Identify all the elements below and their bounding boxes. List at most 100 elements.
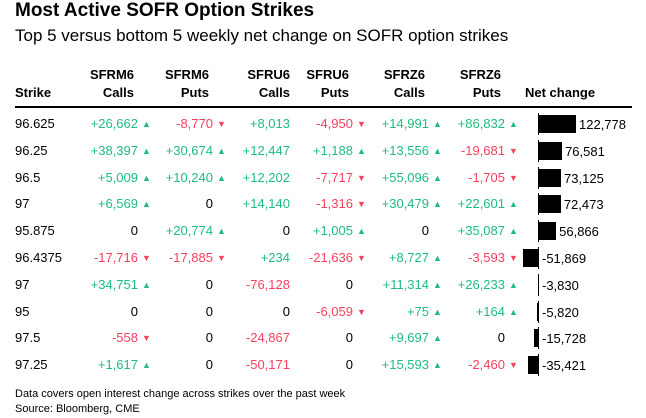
column-header-line [525,66,595,84]
value-cell: +13,556 [381,142,429,158]
value-cell: +14,991 [381,116,429,131]
value-cell: -17,716 [93,250,138,265]
value-cell: -8,770 [176,116,213,131]
column-header-line: Strike [15,85,52,100]
strike-cell: 97 [15,276,30,292]
net-change-bar [528,356,539,375]
value-cell: +14,140 [242,196,290,212]
triangle-up-icon: ▲ [509,199,518,210]
table-row: 95 0 0 0 -6,059 ▼ +75 ▲ +164 ▲ -5,820 [0,298,646,325]
zero-axis-line [538,247,539,269]
strike-cell: 97.5 [15,330,41,346]
column-header: SFRU6 Calls [247,66,290,102]
column-header-line: SFRM6 [164,67,209,82]
triangle-up-icon: ▲ [509,226,518,237]
triangle-up-icon: ▲ [509,119,518,129]
column-header-line: Calls [393,85,425,100]
value-cell: +164 [475,303,505,319]
value-cell: -1,316 [316,196,353,212]
column-header: SFRM6 Calls [90,66,134,102]
strike-cell: 97.25 [15,357,48,373]
value-cell: +38,397 [90,142,138,158]
chart-title: Most Active SOFR Option Strikes [15,0,315,21]
column-header-line: SFRU6 [306,67,349,82]
column-header-line: SFRZ6 [459,67,501,82]
net-change-label: 72,473 [563,197,604,213]
value-cell: +1,005 [312,223,353,239]
value-cell: -19,681 [460,142,505,158]
net-change-label: 122,778 [579,117,626,132]
triangle-down-icon: ▼ [509,145,518,156]
column-header: SFRZ6 Puts [460,66,501,102]
triangle-up-icon: ▲ [433,253,442,263]
table-row: 97.25 +1,617 ▲ 0 -50,171 0 +15,593 ▲ -2,460 ▼ -35,… [0,351,646,378]
value-cell: +12,447 [242,142,290,158]
value-cell: 0 [345,330,353,346]
value-cell: -21,636 [308,250,353,265]
triangle-up-icon: ▲ [433,360,442,371]
triangle-up-icon: ▲ [142,119,151,129]
table-row: 96.625 +26,662 ▲ -8,770 ▼ +8,013 -4,950 ▼ +14,99… [0,110,646,137]
triangle-up-icon: ▲ [433,199,442,210]
footer-source: Source: Bloomberg, CME [15,403,140,415]
triangle-down-icon: ▼ [509,172,518,183]
net-change-bar [534,329,539,348]
net-change-bar [539,168,562,187]
triangle-down-icon: ▼ [357,119,366,129]
strike-cell: 95.875 [15,223,55,239]
triangle-up-icon: ▲ [433,145,442,156]
net-change-bar [539,195,561,214]
value-cell: -50,171 [245,357,290,373]
triangle-up-icon: ▲ [142,199,151,210]
net-change-label: -15,728 [542,331,587,347]
zero-axis-line [538,273,539,296]
value-cell: -558 [111,330,138,346]
value-cell: +30,674 [165,142,213,158]
column-header-line: SFRU6 [247,67,290,82]
column-header-line: Puts [472,85,501,100]
value-cell: 0 [205,276,213,292]
value-cell: +10,240 [165,169,213,185]
zero-axis-line [538,220,539,243]
triangle-down-icon: ▼ [509,360,518,371]
column-header-line: Puts [180,85,209,100]
value-cell: -2,460 [468,357,505,373]
triangle-up-icon: ▲ [357,226,366,237]
triangle-up-icon: ▲ [509,279,518,290]
value-cell: +35,087 [457,223,505,239]
zero-axis-line [538,139,539,162]
triangle-down-icon: ▼ [217,253,226,263]
net-change-bar [539,115,576,133]
strike-cell: 95 [15,303,30,319]
value-cell: 0 [282,223,290,239]
triangle-down-icon: ▼ [217,119,226,129]
value-cell: +8,727 [388,250,429,265]
triangle-up-icon: ▲ [217,226,226,237]
table-row: 97 +6,569 ▲ 0 +14,140 -1,316 ▼ +30,479 ▲ +22,601 ▲… [0,190,646,217]
value-cell: +86,832 [457,116,505,131]
strike-cell: 96.25 [15,142,48,158]
triangle-down-icon: ▼ [357,172,366,183]
value-cell: -17,885 [168,250,213,265]
triangle-up-icon: ▲ [509,306,518,317]
column-header: SFRZ6 Calls [384,66,425,102]
value-cell: -3,593 [468,250,505,265]
value-cell: +55,096 [381,169,429,185]
zero-axis-line [538,327,539,350]
value-cell: -4,950 [316,116,353,131]
net-change-label: 76,581 [565,143,605,159]
value-cell: +26,233 [457,276,505,292]
column-header-line: Net change [525,85,596,100]
strike-cell: 97 [15,196,30,212]
strike-cell: 96.4375 [15,250,62,265]
triangle-down-icon: ▼ [509,253,518,263]
triangle-up-icon: ▲ [142,145,151,156]
value-cell: +15,593 [381,357,429,373]
zero-axis-line [538,113,539,135]
triangle-up-icon: ▲ [142,172,151,183]
value-cell: +1,188 [312,142,353,158]
value-cell: 0 [205,196,213,212]
zero-axis-line [538,166,539,189]
net-change-bar [539,222,557,241]
